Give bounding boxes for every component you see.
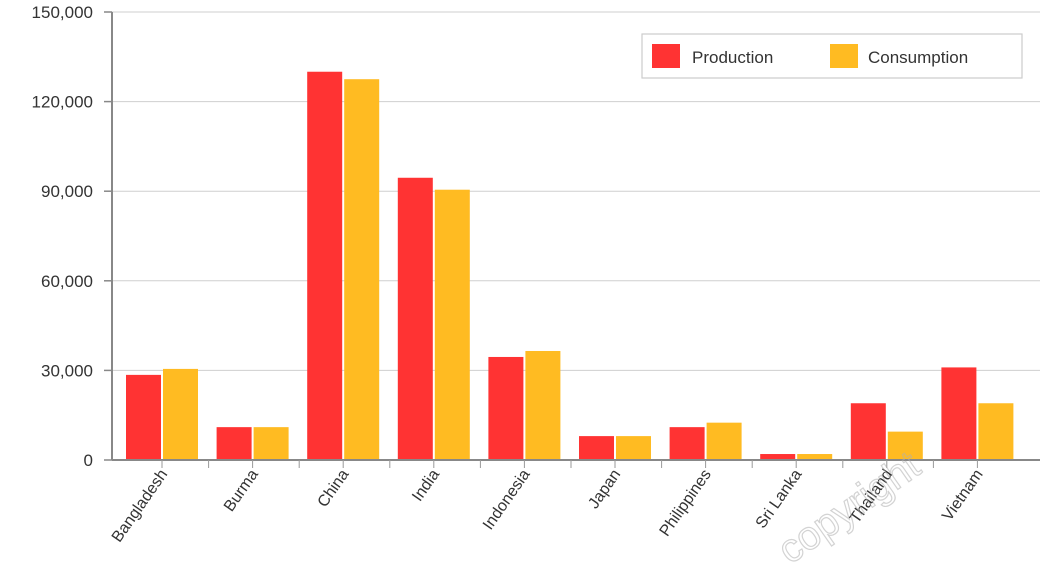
bar-consumption[interactable] <box>887 431 923 460</box>
bar-consumption[interactable] <box>978 403 1014 460</box>
x-tick-label: Philippines <box>657 467 715 540</box>
y-tick-label: 60,000 <box>41 272 93 291</box>
bar-production[interactable] <box>850 403 886 460</box>
bar-consumption[interactable] <box>525 350 561 460</box>
bar-production[interactable] <box>307 71 343 460</box>
bar-production[interactable] <box>760 454 796 460</box>
legend[interactable]: Production Consumption <box>641 33 1023 79</box>
y-tick-label: 30,000 <box>41 361 93 380</box>
legend-swatch-production <box>652 44 680 68</box>
bar-production[interactable] <box>397 177 433 460</box>
x-tick-label: Bangladesh <box>109 467 171 546</box>
x-tick-label: Vietnam <box>939 467 986 525</box>
y-tick-labels: 0 30,000 60,000 90,000 120,000 150,000 <box>32 3 112 470</box>
x-tick-label: Indonesia <box>480 466 534 533</box>
legend-label-consumption: Consumption <box>868 48 968 67</box>
bar-production[interactable] <box>216 427 252 460</box>
bar-consumption[interactable] <box>706 422 742 460</box>
gridlines <box>112 11 1040 371</box>
legend-swatch-consumption <box>830 44 858 68</box>
bar-consumption[interactable] <box>253 427 289 460</box>
bar-production[interactable] <box>488 356 524 460</box>
x-tick-label: Japan <box>585 467 624 512</box>
x-tick-label: China <box>315 466 353 510</box>
y-tick-label: 90,000 <box>41 182 93 201</box>
bar-consumption[interactable] <box>434 189 470 460</box>
bar-consumption[interactable] <box>163 368 198 460</box>
y-tick-label: 120,000 <box>32 93 93 112</box>
bar-consumption[interactable] <box>616 436 651 460</box>
bar-production[interactable] <box>669 427 705 460</box>
bar-production[interactable] <box>941 367 977 460</box>
x-tick-label: Burma <box>221 466 262 514</box>
axes <box>111 12 1040 461</box>
y-tick-label: 0 <box>84 451 93 470</box>
legend-label-production: Production <box>692 48 773 67</box>
x-tick-label: India <box>409 466 443 504</box>
bars <box>126 71 1014 460</box>
y-tick-label: 150,000 <box>32 3 93 22</box>
bar-production[interactable] <box>126 374 161 460</box>
bar-production[interactable] <box>579 436 614 460</box>
watermark-text: copyright <box>770 443 928 570</box>
bar-consumption[interactable] <box>797 454 833 460</box>
bar-consumption[interactable] <box>344 79 380 460</box>
